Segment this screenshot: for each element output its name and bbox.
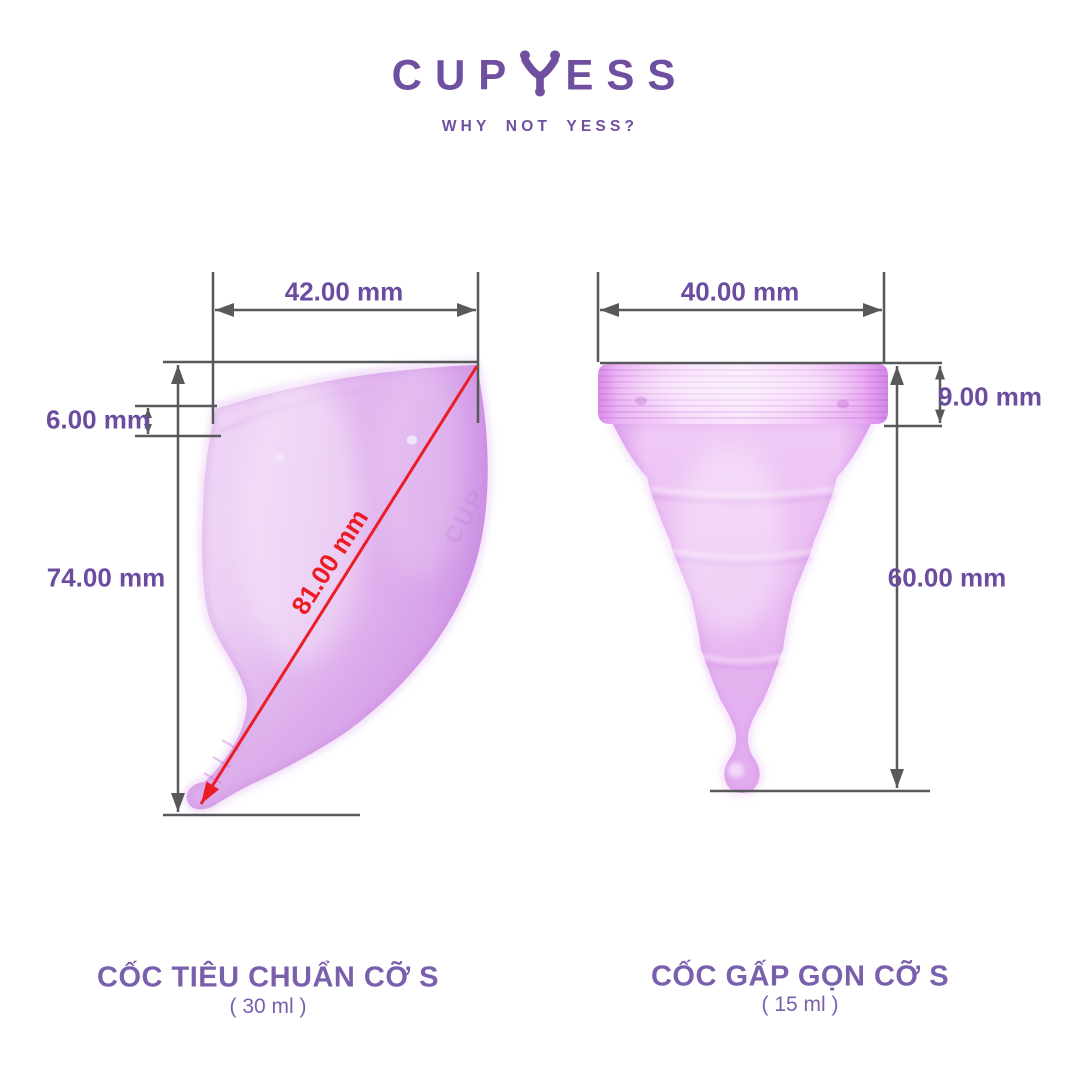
rim-dimple [837, 399, 849, 409]
brand-name-post: ESS [565, 50, 689, 99]
brand-name-pre: CUP [391, 50, 520, 99]
rim-dimple [635, 396, 647, 406]
brand-tagline: WHY NOT YESS? [441, 118, 639, 135]
collapsible-cup-volume: ( 15 ml ) [761, 993, 839, 1016]
collapsible-cup-title: CỐC GẤP GỌN CỠ S [650, 960, 950, 993]
brand-logo: CUP ESS [0, 50, 1080, 100]
dim-collapsible-body-height: 60.00 mm [887, 562, 1007, 593]
air-hole [406, 435, 418, 445]
air-hole [275, 453, 285, 463]
dim-collapsible-width: 40.00 mm [680, 276, 800, 307]
collapsible-dimension-lines [596, 272, 945, 793]
dim-standard-width: 42.00 mm [284, 276, 404, 307]
standard-cup-title: CỐC TIÊU CHUẨN CỠ S [97, 961, 439, 994]
diagonal-length-line [199, 365, 479, 805]
dim-collapsible-rim-height: 9.00 mm [937, 381, 1043, 412]
dim-standard-body-height: 74.00 mm [46, 562, 166, 593]
collapsible-cup-illustration [598, 360, 888, 796]
dim-standard-rim-height: 6.00 mm [45, 404, 151, 435]
standard-cup-volume: ( 30 ml ) [229, 995, 307, 1018]
cup-y-icon [520, 50, 561, 97]
standard-dimension-lines [135, 272, 480, 817]
